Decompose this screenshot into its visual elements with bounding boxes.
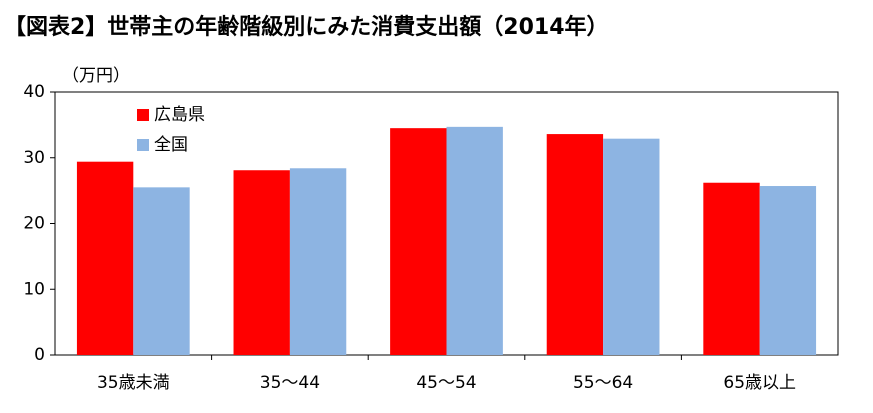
y-tick-label: 40 [23, 82, 45, 102]
bar [289, 168, 347, 355]
bar [603, 138, 660, 355]
y-axis-label: （万円） [62, 66, 130, 86]
bar [390, 128, 447, 355]
bar [76, 161, 134, 355]
x-tick-label: 45～54 [416, 373, 476, 393]
bar [446, 126, 503, 355]
y-tick-label: 30 [23, 148, 45, 168]
bar [759, 186, 817, 355]
bar [703, 182, 760, 355]
x-tick-label: 65歳以上 [723, 373, 796, 393]
y-tick-label: 10 [23, 279, 45, 299]
legend-label: 全国 [154, 135, 188, 155]
x-tick-label: 35歳未満 [97, 373, 170, 393]
y-tick-label: 20 [23, 214, 45, 234]
bar [233, 170, 290, 355]
chart-title: 【図表2】世帯主の年齢階級別にみた消費支出額（2014年） [4, 14, 609, 40]
y-tick-label: 0 [34, 345, 45, 365]
bar [133, 187, 190, 355]
x-tick-label: 55～64 [573, 373, 633, 393]
legend-swatch [137, 109, 149, 121]
bar [546, 134, 604, 355]
legend-label: 広島県 [154, 105, 205, 125]
x-tick-label: 35～44 [260, 373, 320, 393]
legend-swatch [137, 139, 149, 151]
